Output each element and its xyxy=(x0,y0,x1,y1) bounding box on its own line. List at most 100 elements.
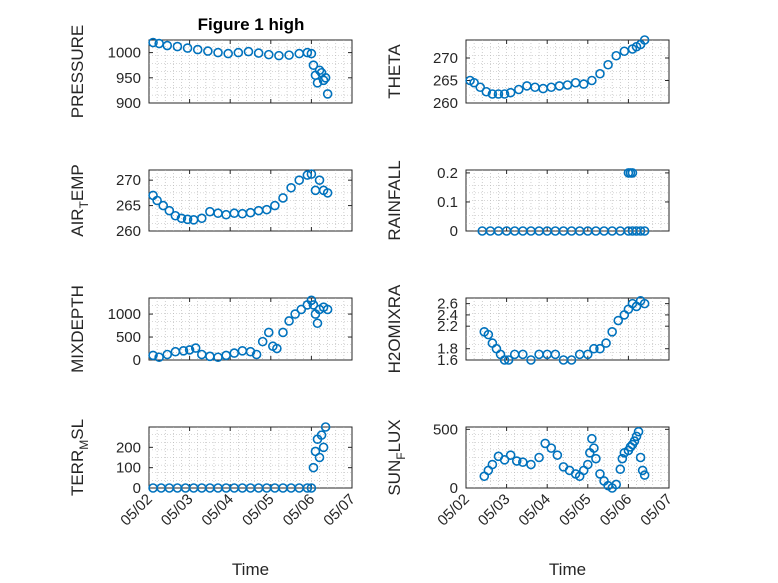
data-point xyxy=(540,438,550,449)
y-tick-label: 0.1 xyxy=(437,194,458,211)
y-tick-label: 100 xyxy=(116,460,141,477)
data-point xyxy=(631,431,642,442)
data-point xyxy=(152,195,162,206)
data-point xyxy=(314,175,325,185)
series-markers xyxy=(148,37,333,99)
data-point xyxy=(591,453,601,464)
grid-lines xyxy=(466,170,669,231)
y-tick-label: 500 xyxy=(433,421,458,438)
data-point xyxy=(251,349,262,360)
data-point xyxy=(182,43,193,53)
data-point xyxy=(164,205,175,216)
data-point xyxy=(203,46,213,56)
data-point xyxy=(607,327,617,337)
data-point xyxy=(322,188,333,198)
data-point xyxy=(499,89,510,99)
data-point xyxy=(611,479,622,490)
series-markers xyxy=(477,168,650,236)
data-point xyxy=(312,78,323,88)
data-point xyxy=(213,47,223,58)
y-tick-label: 500 xyxy=(116,329,141,346)
data-point xyxy=(284,50,294,60)
y-axis-label: AIRTEMP xyxy=(68,164,91,237)
data-point xyxy=(223,48,233,59)
y-tick-label: 2.4 xyxy=(437,307,458,324)
data-point xyxy=(595,68,605,79)
data-point xyxy=(578,79,589,89)
y-tick-label: 0 xyxy=(133,480,141,497)
data-point xyxy=(243,46,254,57)
y-tick-label: 0 xyxy=(133,352,141,369)
data-point xyxy=(320,422,331,432)
data-point xyxy=(511,456,522,466)
data-point xyxy=(611,50,622,61)
data-point xyxy=(627,168,638,178)
y-tick-label: 1000 xyxy=(108,45,141,62)
data-point xyxy=(196,213,207,224)
y-tick-label: 1000 xyxy=(108,306,141,323)
data-point xyxy=(587,433,597,444)
y-tick-label: 1.6 xyxy=(437,352,458,369)
data-point xyxy=(308,462,319,473)
data-point xyxy=(306,483,317,493)
y-tick-label: 1.8 xyxy=(437,341,458,358)
data-point xyxy=(595,343,605,354)
data-point xyxy=(601,338,611,348)
y-tick-label: 270 xyxy=(433,50,458,67)
data-point xyxy=(639,226,650,236)
data-point xyxy=(639,298,650,309)
y-axis-label: TERRMSL xyxy=(68,419,91,496)
data-point xyxy=(639,35,650,45)
y-axis-label: THETA xyxy=(385,44,404,99)
data-point xyxy=(603,59,613,70)
data-point xyxy=(302,170,313,180)
data-point xyxy=(314,65,325,76)
data-point xyxy=(278,327,288,338)
data-point xyxy=(481,86,492,97)
data-point xyxy=(499,355,510,365)
data-point xyxy=(306,48,317,59)
data-point xyxy=(613,315,624,326)
data-point xyxy=(308,300,319,310)
data-point xyxy=(318,442,329,453)
x-tick-label: 05/07 xyxy=(320,491,359,530)
y-tick-label: 260 xyxy=(116,223,141,240)
data-point xyxy=(518,349,528,360)
data-point xyxy=(148,350,158,361)
data-point xyxy=(637,465,648,476)
data-point xyxy=(308,60,319,70)
y-tick-label: 0 xyxy=(450,223,458,240)
grid-lines xyxy=(466,40,669,103)
y-tick-label: 2.6 xyxy=(437,296,458,313)
data-point xyxy=(589,343,599,354)
subplot-4: 0 0.1 0.2 RAINFALL xyxy=(385,160,670,241)
x-axis-label: Time xyxy=(549,560,586,579)
y-tick-label: 200 xyxy=(116,439,141,456)
y-tick-label: 0 xyxy=(450,480,458,497)
data-point xyxy=(469,77,479,88)
figure-title: Figure 1 high xyxy=(198,15,305,34)
data-point xyxy=(192,44,203,55)
data-point xyxy=(316,430,327,440)
series-markers xyxy=(148,295,333,363)
data-point xyxy=(154,352,164,363)
data-point xyxy=(635,226,646,236)
data-point xyxy=(615,464,626,475)
data-point xyxy=(505,450,516,460)
data-point xyxy=(322,304,333,315)
data-point xyxy=(170,210,181,221)
data-point xyxy=(314,452,325,463)
x-tick-label: 05/05 xyxy=(239,491,278,530)
data-point xyxy=(278,193,288,203)
y-tick-label: 265 xyxy=(433,73,458,90)
y-tick-label: 950 xyxy=(116,70,141,87)
data-point xyxy=(629,436,640,446)
data-point xyxy=(493,89,504,99)
subplot-5: 0 500 1000 MIXDEPTH xyxy=(68,285,353,373)
x-tick-label: 05/04 xyxy=(198,491,237,530)
data-point xyxy=(487,459,498,470)
y-axis-label: PRESSURE xyxy=(68,25,87,119)
data-point xyxy=(320,73,331,83)
series-markers xyxy=(148,422,331,493)
data-point xyxy=(306,169,317,179)
